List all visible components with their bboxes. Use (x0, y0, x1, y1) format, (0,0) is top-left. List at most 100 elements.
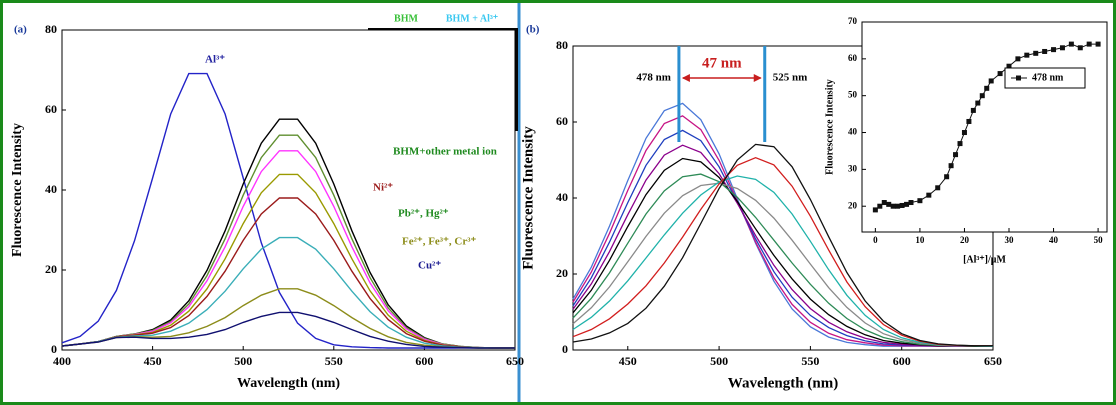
x-tick-label: 30 (1005, 235, 1015, 245)
peak-label: 478 nm (636, 72, 671, 84)
y-tick-label: 40 (556, 190, 568, 204)
data-point (1051, 47, 1057, 53)
data-point (953, 152, 959, 158)
y-tick-label: 20 (556, 266, 568, 280)
x-tick-label: 500 (234, 354, 252, 368)
x-tick-label: 450 (619, 354, 637, 368)
data-point (886, 201, 892, 207)
series-line (61, 236, 515, 349)
series-line (61, 197, 515, 349)
y-tick-label: 80 (45, 22, 57, 36)
data-point (970, 107, 976, 113)
y-tick-label: 30 (848, 163, 858, 173)
y-tick-label: 80 (556, 38, 568, 52)
data-point (1042, 48, 1048, 54)
data-point (1068, 41, 1074, 47)
y-tick-label: 40 (848, 127, 858, 137)
x-tick-label: 650 (506, 354, 524, 368)
annotation: Cu²⁺ (418, 260, 441, 272)
data-point (984, 85, 990, 91)
plot-frame (61, 29, 516, 351)
photo-label: BHM (394, 13, 418, 24)
data-point (890, 203, 896, 209)
x-tick-label: 10 (915, 235, 925, 245)
data-point (975, 100, 981, 106)
data-point (935, 185, 941, 191)
annotation: Ni²⁺ (373, 182, 393, 194)
data-point (899, 202, 905, 208)
y-axis-label: Fluorescence Intensity (520, 126, 536, 270)
photo-label: BHM + Al³⁺ (446, 13, 498, 24)
panel-label: (a) (14, 24, 27, 36)
y-axis-label: Fluorescence Intensity (824, 79, 835, 175)
legend-marker (1016, 75, 1021, 81)
series-line (572, 175, 994, 347)
x-tick-label: 600 (415, 354, 433, 368)
data-point (881, 200, 887, 206)
x-tick-label: 550 (325, 354, 343, 368)
x-tick-label: 550 (801, 354, 819, 368)
y-tick-label: 60 (45, 102, 57, 116)
data-point (957, 141, 963, 147)
data-point (1059, 45, 1065, 51)
y-axis-label: Fluorescence Intensity (10, 123, 25, 257)
plot-frame (861, 21, 1108, 233)
data-point (1006, 63, 1012, 69)
x-tick-label: 0 (873, 235, 878, 245)
series-line (572, 143, 993, 347)
y-tick-label: 0 (562, 342, 568, 356)
y-tick-label: 60 (848, 53, 858, 63)
x-axis-label: Wavelength (nm) (237, 376, 340, 391)
data-point (908, 200, 914, 206)
data-point (966, 118, 972, 124)
data-point (1024, 52, 1030, 58)
y-tick-label: 70 (848, 16, 858, 26)
data-point (1033, 50, 1039, 56)
x-tick-label: 20 (960, 235, 970, 245)
series-line (61, 311, 515, 349)
data-point (895, 203, 901, 209)
data-point (1015, 56, 1021, 62)
annotation: Al³⁺ (205, 54, 225, 66)
y-tick-label: 40 (45, 182, 57, 196)
series-line (572, 182, 994, 347)
span-arrow-head (681, 74, 762, 82)
data-point (961, 130, 967, 136)
data-point (1095, 41, 1101, 47)
annotation: Fe²⁺, Fe³⁺, Cr³⁺ (402, 236, 477, 248)
x-tick-label: 500 (710, 354, 728, 368)
data-point (926, 192, 932, 198)
x-tick-label: 600 (893, 354, 911, 368)
y-tick-label: 20 (45, 262, 57, 276)
y-tick-label: 0 (51, 342, 57, 356)
x-tick-label: 650 (984, 354, 1002, 368)
data-point (988, 78, 994, 84)
y-tick-label: 20 (848, 200, 858, 210)
data-point (917, 198, 923, 204)
x-axis-label: [Al³⁺]/μM (963, 254, 1006, 265)
x-tick-label: 50 (1094, 235, 1104, 245)
series-line (572, 173, 993, 347)
x-axis-label: Wavelength (nm) (728, 375, 838, 391)
legend-box (1004, 67, 1086, 89)
x-tick-label: 450 (144, 354, 162, 368)
peak-label: 525 nm (773, 72, 808, 84)
data-point (872, 207, 878, 213)
data-point (948, 163, 954, 169)
x-tick-label: 40 (1049, 235, 1059, 245)
data-point (877, 203, 883, 209)
data-point (904, 201, 910, 207)
y-tick-label: 60 (556, 114, 568, 128)
annotation: BHM+other metal ion (393, 146, 497, 158)
data-point (997, 71, 1003, 77)
data-point (1077, 45, 1083, 51)
annotation: Pb²⁺, Hg²⁺ (398, 208, 449, 220)
data-point (944, 174, 950, 180)
legend-label: 478 nm (1032, 72, 1064, 83)
series-line (61, 72, 515, 349)
series-line (572, 156, 993, 347)
x-tick-label: 400 (53, 354, 71, 368)
y-tick-label: 50 (848, 90, 858, 100)
span-label: 47 nm (702, 55, 742, 71)
